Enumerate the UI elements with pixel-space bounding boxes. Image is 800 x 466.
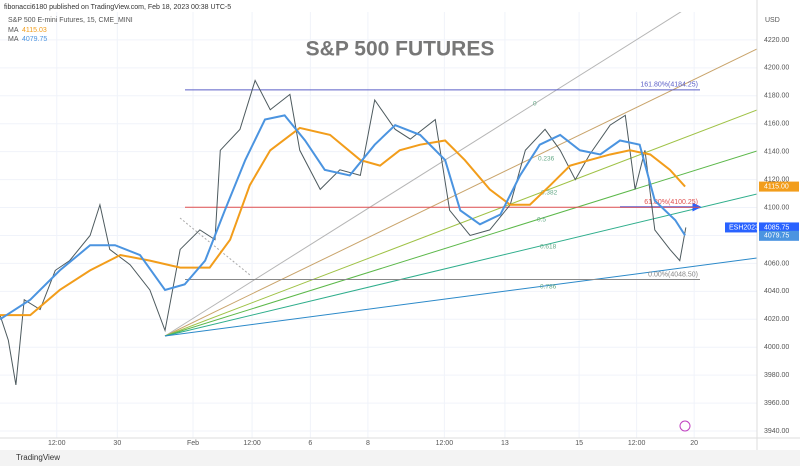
ma-line [0, 126, 686, 317]
fan-label: 0 [533, 101, 537, 108]
plot-layer: 161.80%(4184.25) 61.80%(4100.25) 0.00%(404… [0, 79, 700, 386]
fan-label: 0.5 [537, 217, 546, 224]
fan-label: 0.786 [540, 284, 557, 291]
ma-line [0, 114, 686, 321]
price-tag [759, 230, 799, 241]
y-tick-label: 3960.00 [764, 400, 789, 407]
y-axis-label: USD [765, 17, 780, 24]
alert-icon[interactable] [679, 420, 691, 432]
subtitle: S&P 500 E-mini Futures, 15, CME_MINI [8, 17, 133, 24]
y-tick-label: 4000.00 [764, 344, 789, 351]
x-tick-label: 13 [501, 440, 509, 447]
x-tick-label: 8 [366, 440, 370, 447]
fan-label: 0.236 [538, 156, 555, 163]
fan-line [164, 257, 757, 337]
x-tick-label: 12:00 [243, 440, 261, 447]
fan-line [164, 193, 757, 337]
x-tick-label: 30 [113, 440, 121, 447]
x-tick-label: 6 [308, 440, 312, 447]
y-tick-label: 4220.00 [764, 37, 789, 44]
price-tag-label: 4115.00 [764, 183, 789, 190]
price-tag [759, 181, 799, 192]
x-tick-label: 12:00 [48, 440, 66, 447]
price-tag [759, 222, 799, 233]
legend-value: 4115.03 [22, 27, 47, 34]
fan-label: 0.382 [541, 190, 558, 197]
x-tick-label: 20 [690, 440, 698, 447]
y-tick-label: 4060.00 [764, 260, 789, 267]
y-tick-label: 4100.00 [764, 204, 789, 211]
y-tick-label: 4180.00 [764, 93, 789, 100]
y-tick-label: 4160.00 [764, 121, 789, 128]
fib-fan [164, 12, 757, 337]
x-tick-label: Feb [187, 440, 199, 447]
y-tick-label: 4200.00 [764, 65, 789, 72]
fan-line [164, 150, 757, 337]
price-tag-label: 4079.75 [764, 233, 789, 240]
legend-name: MA [8, 27, 19, 34]
price-tag-label: 4085.75 [764, 224, 789, 231]
fan-line [164, 109, 757, 337]
x-tick-label: 12:00 [436, 440, 454, 447]
legend-name: MA [8, 36, 19, 43]
y-tick-label: 4040.00 [764, 288, 789, 295]
fib-label: 61.80%(4100.25) [644, 199, 698, 206]
y-tick-label: 4140.00 [764, 149, 789, 156]
y-tick-label: 3940.00 [764, 428, 789, 435]
fib-label: 0.00%(4048.50) [648, 271, 698, 278]
footer-bar [0, 450, 800, 466]
fan-label: 0.618 [540, 244, 557, 251]
x-tick-label: 15 [575, 440, 583, 447]
y-tick-label: 3980.00 [764, 372, 789, 379]
fan-line [164, 12, 682, 337]
y-tick-label: 4020.00 [764, 316, 789, 323]
fib-label: 161.80%(4184.25) [640, 82, 698, 89]
grid [0, 12, 757, 438]
y-tick-label: 4120.00 [764, 176, 789, 183]
header: fibonacci6180 published on TradingView.c… [4, 4, 231, 11]
symbol-tag-label: ESH2023 [729, 224, 759, 231]
chart-title: S&P 500 FUTURES [306, 38, 495, 61]
legend-value: 4079.75 [22, 36, 47, 43]
footer: TradingView [16, 453, 60, 462]
price-line [0, 79, 687, 386]
trend-dash [179, 217, 251, 276]
symbol-tag [725, 222, 757, 233]
fan-line [164, 48, 757, 337]
x-tick-label: 12:00 [628, 440, 646, 447]
